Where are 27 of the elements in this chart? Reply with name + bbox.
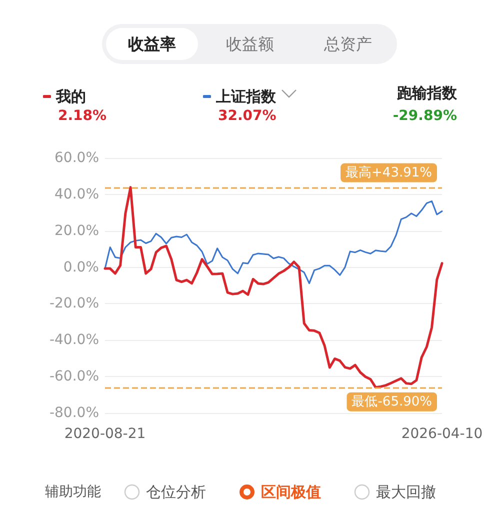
y-tick-label: 40.0% xyxy=(54,186,99,202)
x-tick-label: 2026-04-10 xyxy=(401,426,483,442)
y-tick-label: -80.0% xyxy=(49,405,99,421)
ref-line-label: 最低-65.90% xyxy=(352,394,432,410)
text: 仓位分析 xyxy=(146,483,206,501)
text: 辅助功能 xyxy=(45,484,101,500)
text: 2.18% xyxy=(58,108,107,124)
y-tick-label: -60.0% xyxy=(49,368,99,385)
text: 32.07% xyxy=(218,108,276,124)
y-tick-label: 20.0% xyxy=(54,222,99,239)
y-tick-label: -40.0% xyxy=(49,332,99,348)
line-series xyxy=(104,186,444,389)
text: 跑输指数 xyxy=(396,84,458,102)
y-tick-label: 60.0% xyxy=(54,150,99,166)
ref-line-label: 最高+43.91% xyxy=(346,164,432,180)
text: -29.89% xyxy=(392,108,457,124)
legend-label: 上证指数 xyxy=(215,88,277,106)
text: 总资产 xyxy=(323,34,372,54)
y-tick-label: 0.0% xyxy=(63,259,99,276)
text: 收益率 xyxy=(128,34,176,54)
text: 收益额 xyxy=(226,34,274,54)
x-tick-label: 2020-08-21 xyxy=(64,426,146,442)
text: 最大回撤 xyxy=(376,483,436,501)
text: 区间极值 xyxy=(261,483,321,501)
y-tick-label: -20.0% xyxy=(49,296,99,312)
line-series xyxy=(104,200,443,284)
legend-label: 我的 xyxy=(55,88,86,106)
